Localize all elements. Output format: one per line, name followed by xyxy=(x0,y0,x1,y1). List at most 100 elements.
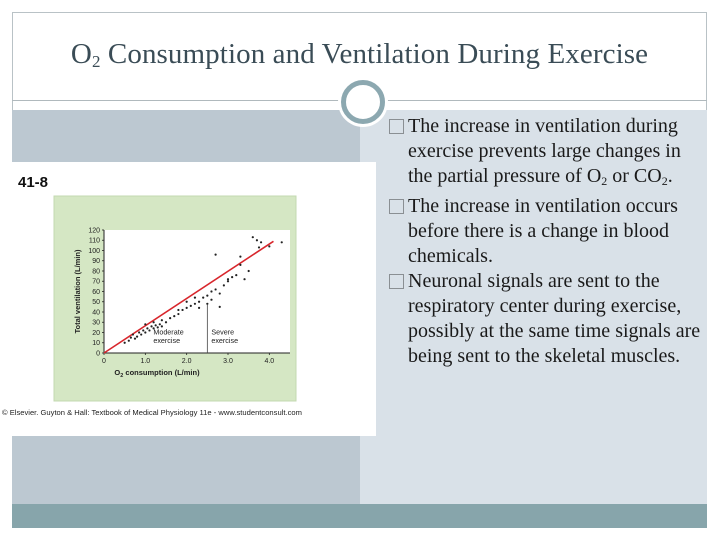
bullet-text: Neuronal signals are sent to the respira… xyxy=(408,270,701,367)
y-tick-label: 110 xyxy=(89,238,100,245)
title-suffix: Consumption and Ventilation During Exerc… xyxy=(100,38,649,70)
bullet-text: . xyxy=(667,165,673,187)
data-point xyxy=(144,323,147,326)
data-point xyxy=(160,319,163,322)
data-point xyxy=(129,336,132,339)
data-point xyxy=(247,269,250,273)
data-point xyxy=(181,308,184,312)
y-tick-label: 0 xyxy=(96,350,100,357)
x-tick-label: 3.0 xyxy=(223,358,233,365)
y-tick-label: 90 xyxy=(92,258,100,265)
data-point xyxy=(133,337,137,340)
x-tick-label: 4.0 xyxy=(264,358,274,365)
data-point xyxy=(210,298,213,301)
data-point xyxy=(202,296,205,299)
data-point xyxy=(169,317,172,320)
data-point xyxy=(142,329,145,332)
data-point xyxy=(239,263,242,266)
data-point xyxy=(268,245,271,248)
figure-number: 41-8 xyxy=(18,174,49,191)
data-point xyxy=(152,327,155,330)
data-point xyxy=(144,331,147,334)
chart: 0 10 20 30 40 50 60 70 80 90 100 110 120 0 1.0 2.0 3.0 4.… xyxy=(53,195,297,402)
bullet-item: Neuronal signals are sent to the respira… xyxy=(386,269,704,369)
region-label-moderate: exercise xyxy=(153,336,180,345)
y-tick-label: 50 xyxy=(92,299,100,306)
bottom-bar xyxy=(12,504,707,528)
y-tick-label: 80 xyxy=(92,268,100,275)
data-point xyxy=(218,305,221,308)
bullet-box-icon xyxy=(389,274,404,289)
data-point xyxy=(140,333,143,336)
region-label-severe: Severe xyxy=(211,328,234,337)
data-point xyxy=(189,304,192,307)
bullet-text: The increase in ventilation occurs befor… xyxy=(408,195,678,267)
right-panel xyxy=(360,110,707,504)
x-tick-label: 1.0 xyxy=(140,358,150,365)
data-point xyxy=(280,241,283,244)
data-point xyxy=(185,306,188,309)
data-point xyxy=(239,255,242,258)
bullet-text: or CO xyxy=(607,165,662,187)
data-point xyxy=(231,276,234,279)
bullet-list: The increase in ventilation during exerc… xyxy=(386,114,704,369)
data-point xyxy=(152,321,155,324)
data-point xyxy=(150,325,153,328)
bullet-subscript: 2 xyxy=(601,174,608,188)
bullet-box-icon xyxy=(389,199,404,214)
data-point xyxy=(243,278,246,281)
bullet-text: The increase in ventilation during exerc… xyxy=(408,115,681,187)
data-point xyxy=(148,329,151,332)
y-tick-label: 120 xyxy=(88,227,100,234)
data-point xyxy=(218,292,221,295)
y-tick-label: 20 xyxy=(92,330,100,337)
bullet-item: The increase in ventilation occurs befor… xyxy=(386,194,704,269)
data-point xyxy=(193,296,197,299)
data-point xyxy=(197,306,201,309)
x-tick-label: 2.0 xyxy=(182,358,192,365)
data-point xyxy=(210,290,213,293)
slide-title: O2 Consumption and Ventilation During Ex… xyxy=(12,38,707,72)
data-point xyxy=(251,236,254,239)
data-point xyxy=(226,278,230,281)
y-tick-label: 10 xyxy=(92,340,100,347)
x-axis-label: O2 consumption (L/min) xyxy=(114,368,200,379)
data-point xyxy=(135,335,139,338)
region-label-moderate: Moderate xyxy=(153,328,183,337)
data-point xyxy=(154,324,157,327)
region-label-severe: exercise xyxy=(211,336,238,345)
data-point xyxy=(259,241,263,244)
y-tick-label: 70 xyxy=(92,279,100,286)
title-prefix: O xyxy=(70,38,92,70)
y-tick-label: 60 xyxy=(92,289,100,296)
data-point xyxy=(156,326,159,329)
data-point xyxy=(197,300,201,303)
data-point xyxy=(127,339,130,342)
bullet-box-icon xyxy=(389,119,404,134)
data-point xyxy=(160,325,163,328)
data-point xyxy=(257,246,261,249)
figure-credit: © Elsevier. Guyton & Hall: Textbook of M… xyxy=(2,408,302,417)
data-point xyxy=(214,253,217,256)
data-point xyxy=(255,239,259,242)
x-tick-label: 0 xyxy=(102,358,106,365)
circle-ornament-icon xyxy=(341,80,385,124)
figure-card: 0 10 20 30 40 50 60 70 80 90 100 110 120 0 1.0 2.0 3.0 4.… xyxy=(0,162,376,436)
data-point xyxy=(173,315,176,318)
data-point xyxy=(138,331,141,334)
data-point xyxy=(206,302,209,305)
data-point xyxy=(146,327,149,330)
data-point xyxy=(222,284,225,287)
y-tick-label: 30 xyxy=(92,320,100,327)
y-tick-label: 40 xyxy=(92,309,100,316)
bullet-subscript: 2 xyxy=(661,174,668,188)
data-point xyxy=(226,280,230,283)
data-point xyxy=(158,323,161,326)
data-point xyxy=(177,308,180,312)
data-point xyxy=(206,294,209,297)
bullet-item: The increase in ventilation during exerc… xyxy=(386,114,704,194)
data-point xyxy=(177,312,180,316)
data-point xyxy=(164,321,168,324)
title-subscript: 2 xyxy=(91,52,101,71)
y-tick-label: 100 xyxy=(88,248,100,255)
